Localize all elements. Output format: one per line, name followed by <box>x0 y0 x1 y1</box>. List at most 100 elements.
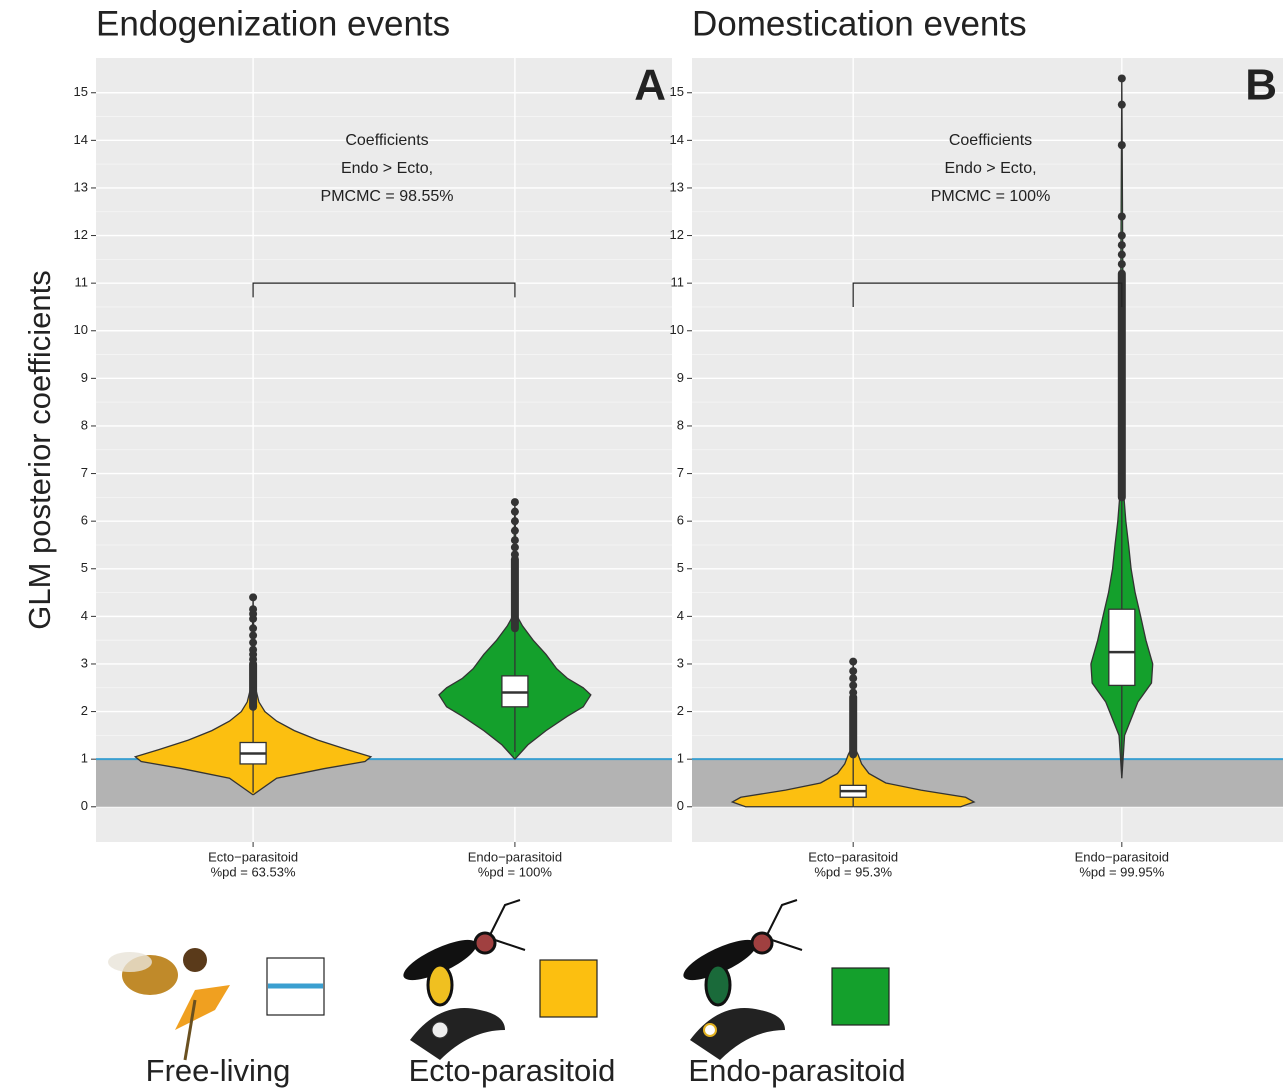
icon <box>703 1023 717 1037</box>
annotation: Coefficients <box>345 132 428 149</box>
outlier-span <box>249 659 258 711</box>
y-tick-label: 14 <box>670 132 684 147</box>
icon <box>704 963 732 1007</box>
y-tick-label: 13 <box>74 179 88 194</box>
y-tick-label: 8 <box>677 417 684 432</box>
outlier <box>1117 212 1126 221</box>
y-tick-label: 11 <box>671 275 685 290</box>
violin-half <box>1090 78 1123 779</box>
outlier <box>510 543 519 552</box>
x-tick-note: %pd = 63.53% <box>211 864 296 879</box>
annotation: PMCMC = 98.55% <box>321 188 454 205</box>
y-tick-label: 15 <box>670 84 684 99</box>
icon <box>183 999 197 1061</box>
annotation: Endo > Ecto, <box>944 160 1036 177</box>
x-tick-label: Endo−parasitoid <box>1075 849 1169 864</box>
y-tick-label: 9 <box>81 370 88 385</box>
outlier <box>510 517 519 526</box>
y-tick-label: 1 <box>677 751 684 766</box>
x-tick-note: %pd = 95.3% <box>814 864 892 879</box>
y-tick-label: 13 <box>670 179 684 194</box>
icon <box>426 963 454 1007</box>
outlier <box>1117 141 1126 150</box>
y-tick-label: 8 <box>81 417 88 432</box>
y-tick-label: 0 <box>677 798 684 813</box>
x-tick-label: Ecto−parasitoid <box>208 849 298 864</box>
outlier <box>249 631 258 640</box>
outlier <box>849 688 858 697</box>
y-tick-label: 4 <box>81 608 88 623</box>
outlier <box>249 638 258 647</box>
y-tick-label: 7 <box>677 465 684 480</box>
outlier <box>849 657 858 666</box>
violin-half <box>514 502 592 760</box>
y-tick-label: 0 <box>81 798 88 813</box>
annotation: PMCMC = 100% <box>931 188 1051 205</box>
y-tick-label: 14 <box>74 132 88 147</box>
x-tick-note: %pd = 100% <box>478 864 553 879</box>
outlier <box>849 681 858 690</box>
panel-label: B <box>1245 61 1277 110</box>
outlier <box>510 498 519 507</box>
y-axis-label: GLM posterior coefficients <box>22 270 57 630</box>
y-tick-label: 3 <box>81 655 88 670</box>
x-tick-note: %pd = 99.95% <box>1079 864 1164 879</box>
y-tick-label: 10 <box>74 322 88 337</box>
y-tick-label: 7 <box>81 465 88 480</box>
y-tick-label: 2 <box>677 703 684 718</box>
outlier <box>510 526 519 535</box>
icon <box>750 931 774 955</box>
icon <box>766 899 803 951</box>
y-tick-label: 9 <box>677 370 684 385</box>
outlier-span <box>1117 269 1126 502</box>
y-tick-label: 5 <box>81 560 88 575</box>
y-tick-label: 1 <box>81 751 88 766</box>
outlier-span <box>849 693 858 759</box>
y-tick-label: 6 <box>677 513 684 528</box>
panel-title: Endogenization events <box>96 4 450 43</box>
y-tick-label: 12 <box>670 227 684 242</box>
bracket <box>252 282 516 298</box>
panel-label: A <box>634 61 666 110</box>
outlier <box>1117 250 1126 259</box>
legend-swatch <box>831 967 890 1026</box>
panel-title: Domestication events <box>692 4 1027 43</box>
outlier <box>249 624 258 633</box>
annotation: Coefficients <box>949 132 1032 149</box>
outlier <box>510 536 519 545</box>
icon <box>473 931 497 955</box>
legend-swatch <box>539 959 598 1018</box>
outlier <box>510 550 519 559</box>
outlier <box>1117 74 1126 83</box>
y-tick-label: 3 <box>677 655 684 670</box>
legend-label: Free-living <box>146 1053 291 1088</box>
icon <box>683 939 757 981</box>
box <box>1108 608 1136 687</box>
icon <box>690 1008 785 1060</box>
outlier <box>849 674 858 683</box>
outlier <box>249 645 258 654</box>
y-tick-label: 10 <box>670 322 684 337</box>
outlier <box>1117 260 1126 269</box>
icon <box>108 952 152 972</box>
x-tick-label: Ecto−parasitoid <box>808 849 898 864</box>
legend-label: Ecto-parasitoid <box>409 1053 616 1088</box>
outlier-span <box>510 555 519 633</box>
x-tick-label: Endo−parasitoid <box>468 849 562 864</box>
y-tick-label: 4 <box>677 608 684 623</box>
y-tick-label: 12 <box>74 227 88 242</box>
icon <box>175 985 230 1030</box>
outlier <box>849 667 858 676</box>
legend-label: Endo-parasitoid <box>688 1053 905 1088</box>
outlier <box>1117 100 1126 109</box>
y-tick-label: 6 <box>81 513 88 528</box>
annotation: Endo > Ecto, <box>341 160 433 177</box>
y-tick-label: 11 <box>75 275 89 290</box>
y-tick-label: 5 <box>677 560 684 575</box>
icon <box>410 1008 505 1060</box>
outlier <box>249 605 258 614</box>
outlier <box>1117 241 1126 250</box>
outlier <box>1117 231 1126 240</box>
bracket <box>852 282 1123 307</box>
